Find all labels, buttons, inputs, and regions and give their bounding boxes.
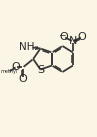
Text: S: S <box>37 65 45 75</box>
Text: NH₂: NH₂ <box>19 42 38 52</box>
Text: methyl: methyl <box>0 69 18 74</box>
Text: O: O <box>11 62 20 72</box>
Text: −: − <box>58 31 65 40</box>
Text: O: O <box>19 73 27 83</box>
Text: O: O <box>78 32 86 42</box>
Text: N: N <box>69 36 78 46</box>
Text: O: O <box>60 32 68 42</box>
